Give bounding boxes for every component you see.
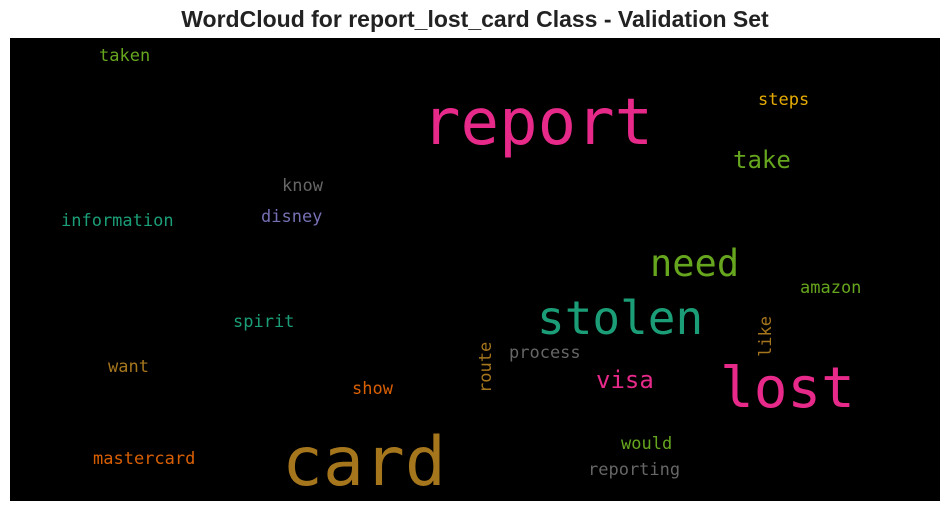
- word-report: report: [422, 86, 654, 160]
- word-taken: taken: [99, 46, 151, 66]
- word-process: process: [509, 343, 581, 363]
- word-take: take: [733, 146, 791, 174]
- chart-title: WordCloud for report_lost_card Class - V…: [181, 6, 769, 32]
- word-reporting: reporting: [588, 460, 681, 480]
- wordcloud-panel: report card lost stolen need take visa steps kno…: [10, 38, 940, 501]
- word-spirit: spirit: [233, 312, 295, 332]
- word-steps: steps: [758, 90, 810, 110]
- word-like: like: [756, 316, 776, 357]
- word-amazon: amazon: [800, 278, 862, 298]
- word-card: card: [282, 423, 446, 501]
- word-mastercard: mastercard: [93, 449, 196, 469]
- word-need: need: [650, 242, 740, 285]
- word-disney: disney: [261, 207, 323, 227]
- word-route: route: [476, 341, 496, 393]
- word-know: know: [282, 176, 323, 196]
- word-information: information: [61, 211, 174, 231]
- word-would: would: [621, 434, 673, 454]
- word-lost: lost: [720, 356, 855, 421]
- word-visa: visa: [596, 366, 654, 394]
- word-want: want: [108, 357, 149, 377]
- word-stolen: stolen: [537, 291, 704, 345]
- word-show: show: [352, 379, 393, 399]
